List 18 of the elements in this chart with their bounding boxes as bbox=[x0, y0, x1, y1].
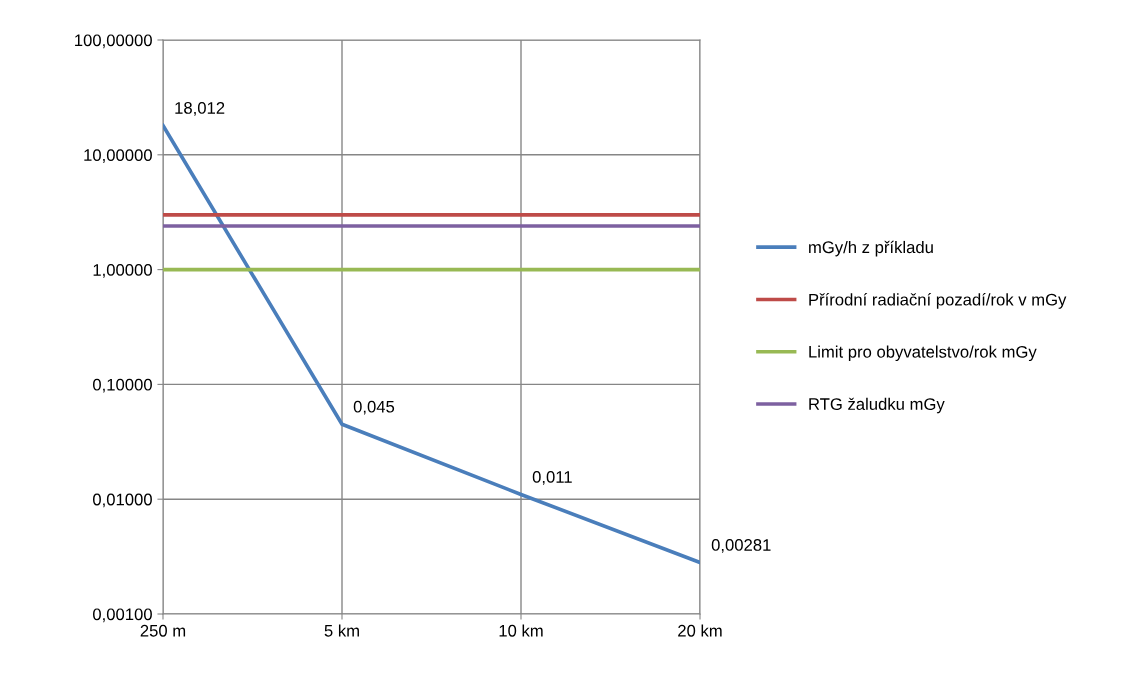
x-tick-label: 250 m bbox=[140, 624, 186, 637]
data-label: 18,012 bbox=[175, 102, 225, 116]
x-tick-label: 5 km bbox=[324, 624, 359, 637]
y-tick-label: 0,00100 bbox=[92, 608, 152, 623]
y-tick-label: 0,10000 bbox=[92, 378, 152, 393]
legend-label: RTG žaludku mGy bbox=[809, 397, 945, 414]
y-tick-label: 100,00000 bbox=[75, 34, 152, 49]
x-tick-label: 10 km bbox=[499, 624, 543, 637]
data-label: 0,00281 bbox=[711, 539, 771, 553]
legend-label: mGy/h z příkladu bbox=[809, 240, 933, 257]
legend-label: Přírodní radiační pozadí/rok v mGy bbox=[809, 293, 1067, 309]
y-tick-label: 10,00000 bbox=[84, 149, 152, 163]
data-label: 0,045 bbox=[353, 400, 395, 415]
y-tick-label: 1,00000 bbox=[93, 264, 152, 278]
data-label: 0,011 bbox=[532, 471, 572, 485]
y-tick-label: 0,01000 bbox=[92, 493, 152, 508]
legend-label: Limit pro obyvatelstvo/rok mGy bbox=[809, 345, 1037, 362]
x-tick-label: 20 km bbox=[678, 624, 722, 637]
